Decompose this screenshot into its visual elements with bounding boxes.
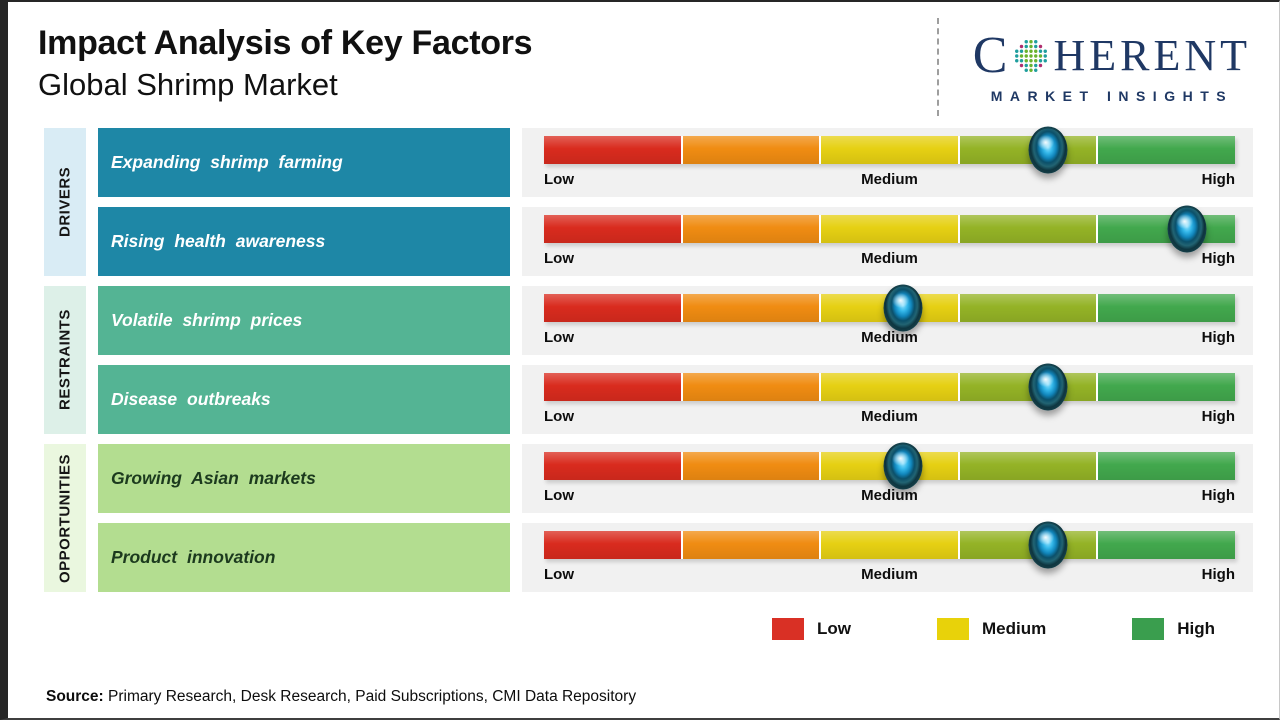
logo-letter-c: C: [972, 27, 1010, 84]
scale-label-low: Low: [544, 487, 574, 504]
legend-swatch-medium: [936, 618, 969, 640]
impact-gradient-bar: [544, 284, 1235, 332]
page-title: Impact Analysis of Key Factors: [38, 24, 533, 62]
impact-gradient-bar: [544, 126, 1235, 174]
impact-marker-orb: [1028, 363, 1068, 411]
source-line: Source: Primary Research, Desk Research,…: [46, 688, 636, 706]
scale-labels: Low Medium High: [544, 329, 1235, 346]
gradient-segments: [544, 136, 1235, 164]
impact-marker-orb: [1028, 126, 1068, 174]
scale-label-low: Low: [544, 250, 574, 267]
gradient-segments: [544, 294, 1235, 322]
scale-label-medium: Medium: [861, 566, 918, 583]
logo-wordmark: C HERENT: [973, 30, 1251, 82]
group-strip-restraints: RESTRAINTS: [44, 286, 86, 434]
group-strip-opportunities: OPPORTUNITIES: [44, 444, 86, 592]
scale-label-medium: Medium: [861, 329, 918, 346]
legend: Low Medium High: [8, 618, 1215, 640]
legend-label-low: Low: [816, 619, 851, 638]
scale-label-high: High: [1201, 487, 1235, 504]
source-label: Source:: [46, 688, 104, 705]
impact-scale-row: Low Medium High: [522, 521, 1253, 592]
scale-labels: Low Medium High: [544, 408, 1235, 425]
scale-label-high: High: [1201, 408, 1235, 425]
source-text: Primary Research, Desk Research, Paid Su…: [103, 688, 637, 705]
impact-gradient-bar: [544, 442, 1235, 490]
header: Impact Analysis of Key Factors Global Sh…: [8, 2, 1279, 116]
factor-box-product-innovation: Product innovation: [98, 523, 510, 592]
impact-scale-row: Low Medium High: [522, 126, 1253, 197]
impact-scale-row: Low Medium High: [522, 363, 1253, 434]
scale-label-medium: Medium: [861, 408, 918, 425]
scale-label-medium: Medium: [861, 250, 918, 267]
scale-label-medium: Medium: [861, 171, 918, 188]
factor-box-expanding-shrimp-farming: Expanding shrimp farming: [98, 128, 510, 197]
scale-label-high: High: [1201, 566, 1235, 583]
impact-matrix: DRIVERS Expanding shrimp farming Low Med…: [44, 126, 1253, 592]
impact-scale-row: Low Medium High: [522, 284, 1253, 355]
impact-marker-orb: [883, 442, 923, 490]
scale-label-low: Low: [544, 329, 574, 346]
scale-labels: Low Medium High: [544, 250, 1235, 267]
scale-labels: Low Medium High: [544, 566, 1235, 583]
impact-gradient-bar: [544, 363, 1235, 411]
gradient-segments: [544, 373, 1235, 401]
legend-label-high: High: [1177, 619, 1215, 638]
impact-scale-row: Low Medium High: [522, 205, 1253, 276]
impact-marker-orb: [1167, 205, 1207, 253]
factor-box-rising-health-awareness: Rising health awareness: [98, 207, 510, 276]
legend-item-low: Low: [771, 618, 851, 640]
scale-label-low: Low: [544, 408, 574, 425]
impact-marker-orb: [883, 284, 923, 332]
scale-label-low: Low: [544, 566, 574, 583]
impact-marker-orb: [1028, 521, 1068, 569]
scale-labels: Low Medium High: [544, 171, 1235, 188]
impact-gradient-bar: [544, 205, 1235, 253]
impact-scale-row: Low Medium High: [522, 442, 1253, 513]
legend-swatch-high: [1132, 618, 1165, 640]
company-logo: C HERENT MARKET INSIGHTS: [936, 18, 1255, 116]
legend-swatch-low: [771, 618, 804, 640]
gradient-segments: [544, 215, 1235, 243]
scale-label-medium: Medium: [861, 487, 918, 504]
globe-icon: [1012, 37, 1050, 79]
scale-label-high: High: [1201, 329, 1235, 346]
gradient-segments: [544, 531, 1235, 559]
scale-label-high: High: [1201, 171, 1235, 188]
logo-letters-herent: HERENT: [1053, 31, 1251, 80]
factor-box-growing-asian-markets: Growing Asian markets: [98, 444, 510, 513]
group-strip-drivers: DRIVERS: [44, 128, 86, 276]
legend-item-high: High: [1132, 618, 1215, 640]
scale-labels: Low Medium High: [544, 487, 1235, 504]
legend-label-medium: Medium: [981, 619, 1047, 638]
page-subtitle: Global Shrimp Market: [38, 67, 338, 102]
factor-box-disease-outbreaks: Disease outbreaks: [98, 365, 510, 434]
title-block: Impact Analysis of Key Factors Global Sh…: [38, 16, 533, 103]
legend-item-medium: Medium: [936, 618, 1047, 640]
factor-box-volatile-shrimp-prices: Volatile shrimp prices: [98, 286, 510, 355]
scale-label-low: Low: [544, 171, 574, 188]
logo-tagline: MARKET INSIGHTS: [990, 88, 1234, 104]
impact-gradient-bar: [544, 521, 1235, 569]
scale-label-high: High: [1201, 250, 1235, 267]
